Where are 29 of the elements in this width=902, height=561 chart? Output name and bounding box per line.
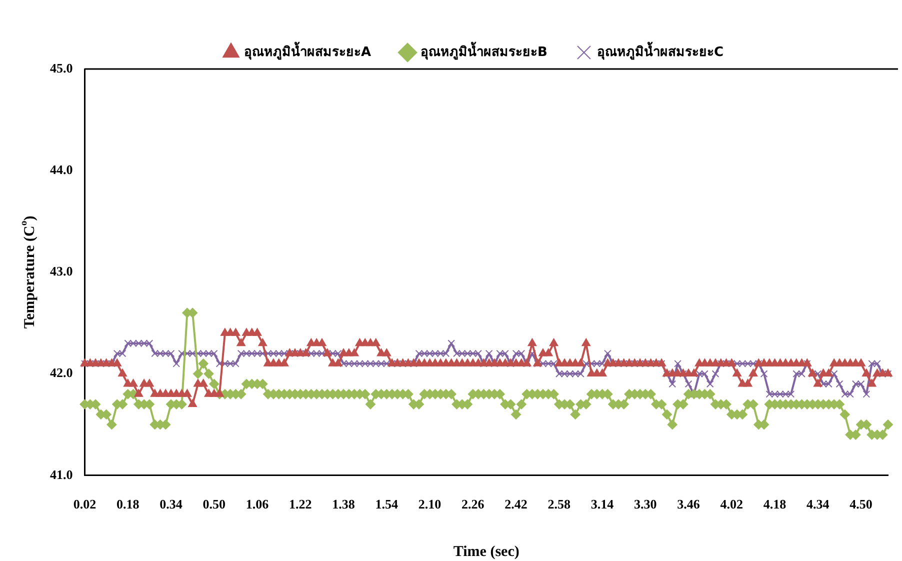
legend-label: อุณหภูมิน้ำผสมระยะC xyxy=(596,40,724,60)
x-tick-label: 2.26 xyxy=(462,496,485,512)
y-tick-label: 43.0 xyxy=(50,264,73,279)
legend-label: อุณหภูมิน้ำผสมระยะB xyxy=(420,40,548,60)
x-tick-label: 0.50 xyxy=(202,496,226,512)
x-tick-label: 3.46 xyxy=(677,496,700,512)
x-tick-label: 1.54 xyxy=(375,496,399,512)
x-tick-label: 4.18 xyxy=(763,496,787,512)
legend-label: อุณหภูมิน้ำผสมระยะA xyxy=(244,40,372,60)
x-tick-label: 0.02 xyxy=(73,496,96,512)
x-tick-label: 2.58 xyxy=(548,496,572,512)
x-tick-label: 4.34 xyxy=(806,496,830,512)
x-tick-label: 1.06 xyxy=(246,496,270,512)
x-tick-label: 3.30 xyxy=(634,496,657,512)
x-tick-label: 0.34 xyxy=(160,496,183,512)
x-axis-title: Time (sec) xyxy=(453,544,520,560)
x-tick-label: 3.14 xyxy=(590,496,614,512)
y-axis-title: Temperature (Co) xyxy=(18,216,38,329)
x-tick-label: 1.38 xyxy=(332,496,356,512)
x-tick-label: 2.42 xyxy=(504,496,528,512)
y-tick-label: 42.0 xyxy=(50,365,73,380)
x-tick-label: 4.50 xyxy=(850,496,872,512)
y-tick-label: 41.0 xyxy=(50,466,73,482)
x-tick-label: 2.10 xyxy=(418,496,442,512)
x-tick-label: 1.22 xyxy=(289,496,312,512)
y-tick-label: 45.0 xyxy=(50,60,73,76)
y-tick-label: 44.0 xyxy=(50,162,73,177)
x-tick-label: 4.02 xyxy=(720,496,744,512)
x-tick-label: 0.18 xyxy=(116,496,140,512)
